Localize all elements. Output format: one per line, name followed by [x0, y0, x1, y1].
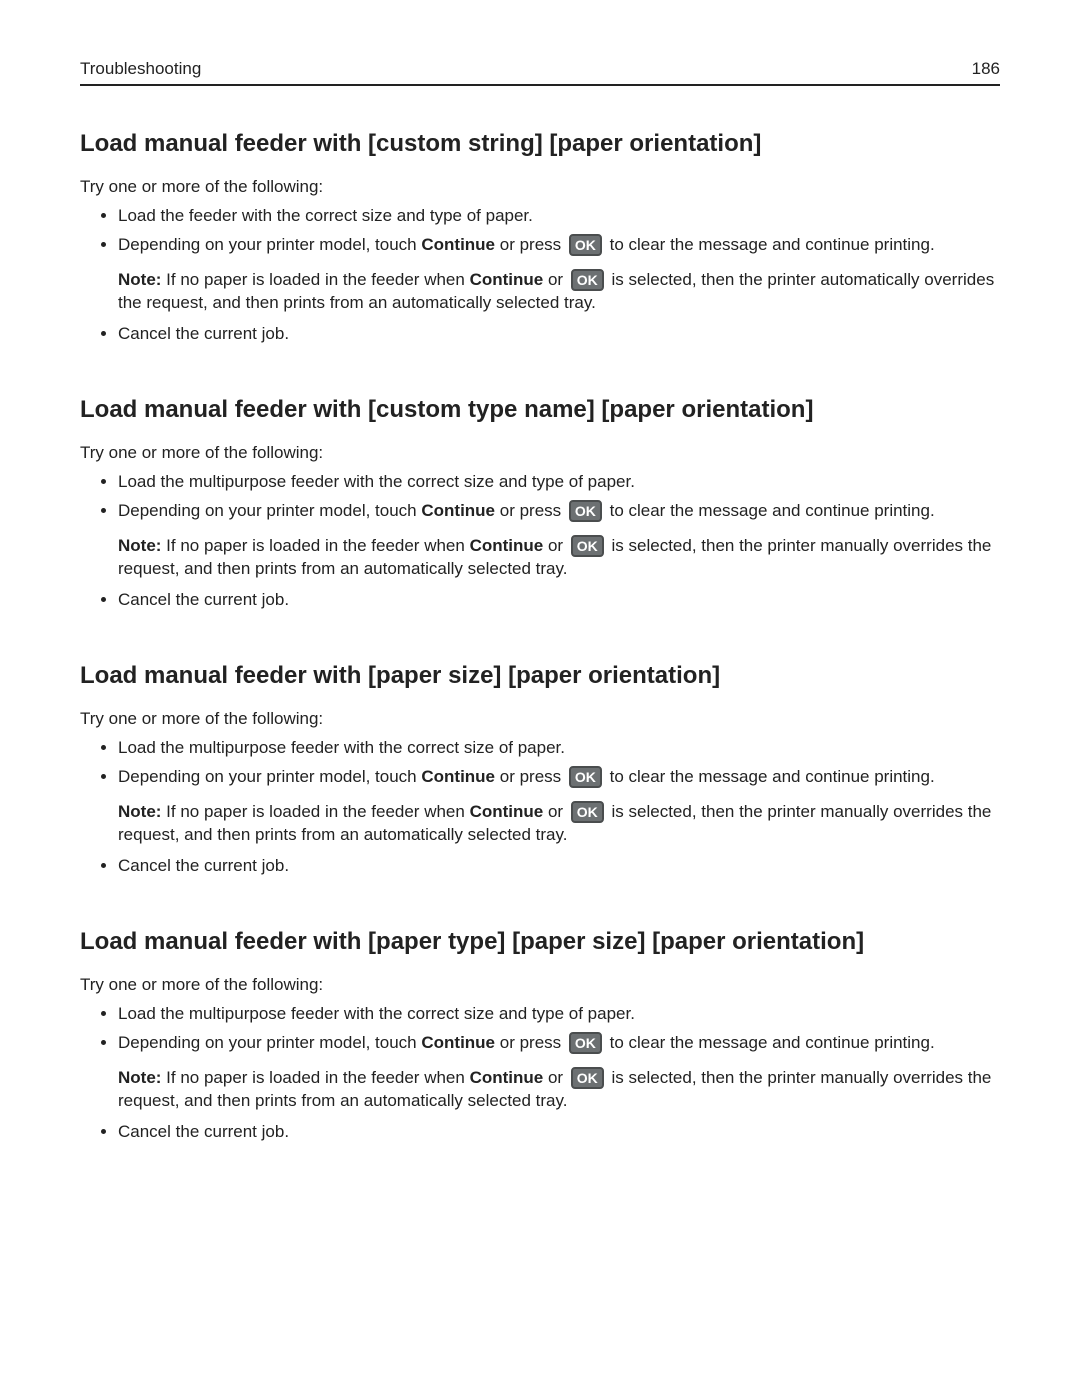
ok-icon: OK: [569, 766, 602, 788]
ok-icon: OK: [569, 234, 602, 256]
step-text: to clear the message and continue printi…: [605, 235, 935, 254]
note-text: or: [543, 536, 568, 555]
note-text: or: [543, 1068, 568, 1087]
header-title: Troubleshooting: [80, 58, 201, 81]
step-item: Cancel the current job.: [118, 1121, 1000, 1144]
step-item: Cancel the current job.: [118, 589, 1000, 612]
step-item: Depending on your printer model, touch C…: [118, 234, 1000, 315]
continue-label: Continue: [470, 536, 544, 555]
continue-label: Continue: [470, 1068, 544, 1087]
section-intro: Try one or more of the following:: [80, 442, 1000, 465]
steps-list: Load the multipurpose feeder with the co…: [80, 737, 1000, 878]
note-block: Note: If no paper is loaded in the feede…: [118, 535, 1000, 581]
steps-list: Load the feeder with the correct size an…: [80, 205, 1000, 346]
note-label: Note:: [118, 1068, 161, 1087]
ok-icon: OK: [569, 1032, 602, 1054]
note-text: If no paper is loaded in the feeder when: [161, 270, 469, 289]
note-text: or: [543, 802, 568, 821]
ok-icon: OK: [571, 801, 604, 823]
continue-label: Continue: [470, 802, 544, 821]
ok-icon: OK: [571, 1067, 604, 1089]
section-title: Load manual feeder with [paper size] [pa…: [80, 660, 1000, 692]
note-text: If no paper is loaded in the feeder when: [161, 802, 469, 821]
note-block: Note: If no paper is loaded in the feede…: [118, 1067, 1000, 1113]
section-intro: Try one or more of the following:: [80, 974, 1000, 997]
step-text: Depending on your printer model, touch: [118, 767, 421, 786]
step-text: or press: [495, 501, 566, 520]
continue-label: Continue: [421, 501, 495, 520]
step-item: Cancel the current job.: [118, 855, 1000, 878]
page-header: Troubleshooting 186: [80, 58, 1000, 86]
page-number: 186: [972, 58, 1000, 81]
step-item: Load the multipurpose feeder with the co…: [118, 737, 1000, 760]
step-item: Depending on your printer model, touch C…: [118, 500, 1000, 581]
step-text: to clear the message and continue printi…: [605, 501, 935, 520]
section-title: Load manual feeder with [paper type] [pa…: [80, 926, 1000, 958]
step-text: to clear the message and continue printi…: [605, 767, 935, 786]
section-title: Load manual feeder with [custom string] …: [80, 128, 1000, 160]
section-title: Load manual feeder with [custom type nam…: [80, 394, 1000, 426]
continue-label: Continue: [470, 270, 544, 289]
continue-label: Continue: [421, 1033, 495, 1052]
step-item: Load the multipurpose feeder with the co…: [118, 471, 1000, 494]
step-item: Cancel the current job.: [118, 323, 1000, 346]
section-intro: Try one or more of the following:: [80, 708, 1000, 731]
step-text: to clear the message and continue printi…: [605, 1033, 935, 1052]
step-text: or press: [495, 767, 566, 786]
step-text: Depending on your printer model, touch: [118, 235, 421, 254]
steps-list: Load the multipurpose feeder with the co…: [80, 1003, 1000, 1144]
section-intro: Try one or more of the following:: [80, 176, 1000, 199]
note-text: or: [543, 270, 568, 289]
note-text: If no paper is loaded in the feeder when: [161, 1068, 469, 1087]
continue-label: Continue: [421, 767, 495, 786]
note-label: Note:: [118, 270, 161, 289]
note-label: Note:: [118, 802, 161, 821]
steps-list: Load the multipurpose feeder with the co…: [80, 471, 1000, 612]
note-label: Note:: [118, 536, 161, 555]
step-text: Depending on your printer model, touch: [118, 1033, 421, 1052]
ok-icon: OK: [569, 500, 602, 522]
ok-icon: OK: [571, 269, 604, 291]
note-block: Note: If no paper is loaded in the feede…: [118, 269, 1000, 315]
step-item: Depending on your printer model, touch C…: [118, 1032, 1000, 1113]
step-text: or press: [495, 235, 566, 254]
step-item: Load the multipurpose feeder with the co…: [118, 1003, 1000, 1026]
ok-icon: OK: [571, 535, 604, 557]
note-text: If no paper is loaded in the feeder when: [161, 536, 469, 555]
step-text: or press: [495, 1033, 566, 1052]
step-text: Depending on your printer model, touch: [118, 501, 421, 520]
note-block: Note: If no paper is loaded in the feede…: [118, 801, 1000, 847]
step-item: Load the feeder with the correct size an…: [118, 205, 1000, 228]
continue-label: Continue: [421, 235, 495, 254]
step-item: Depending on your printer model, touch C…: [118, 766, 1000, 847]
